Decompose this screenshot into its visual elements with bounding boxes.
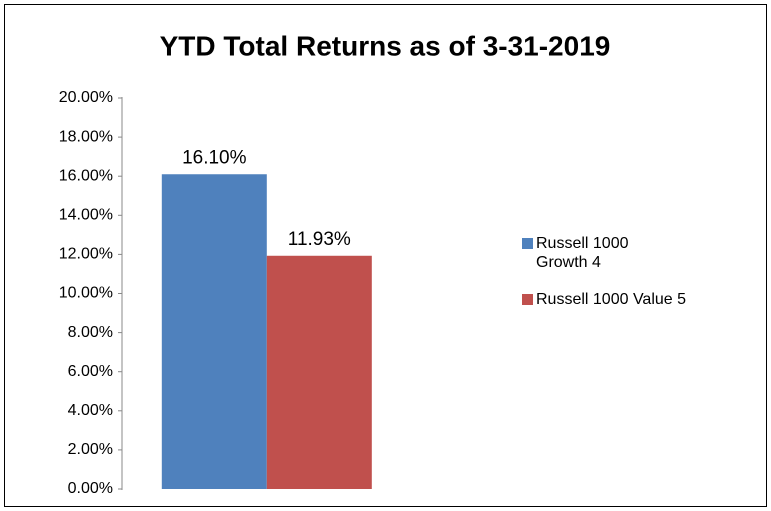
legend-label: Russell 1000 Growth 4 bbox=[536, 235, 629, 271]
data-label: 16.10% bbox=[182, 147, 247, 168]
y-tick-label: 16.00% bbox=[59, 167, 113, 184]
legend-swatch bbox=[522, 294, 533, 305]
y-tick-label: 4.00% bbox=[68, 402, 113, 419]
chart-border bbox=[4, 4, 767, 507]
legend-item: Russell 1000 Growth 4 bbox=[522, 234, 672, 272]
y-tick-label: 12.00% bbox=[59, 246, 113, 263]
bar bbox=[161, 174, 267, 489]
bar bbox=[266, 255, 372, 489]
legend: Russell 1000 Growth 4 Russell 1000 Value … bbox=[522, 234, 752, 327]
legend-item: Russell 1000 Value 5 bbox=[522, 290, 752, 309]
y-tick-label: 14.00% bbox=[59, 207, 113, 224]
y-tick-label: 6.00% bbox=[68, 363, 113, 380]
y-tick-label: 20.00% bbox=[59, 89, 113, 106]
y-tick-label: 8.00% bbox=[68, 324, 113, 341]
y-tick-label: 18.00% bbox=[59, 128, 113, 145]
legend-label: Russell 1000 Value 5 bbox=[536, 291, 687, 308]
data-label: 11.93% bbox=[288, 229, 351, 250]
y-tick-label: 10.00% bbox=[59, 285, 113, 302]
y-tick-label: 2.00% bbox=[68, 441, 113, 458]
legend-swatch bbox=[522, 238, 533, 249]
chart-title: YTD Total Returns as of 3-31-2019 bbox=[160, 30, 611, 61]
y-tick-label: 0.00% bbox=[68, 480, 113, 497]
